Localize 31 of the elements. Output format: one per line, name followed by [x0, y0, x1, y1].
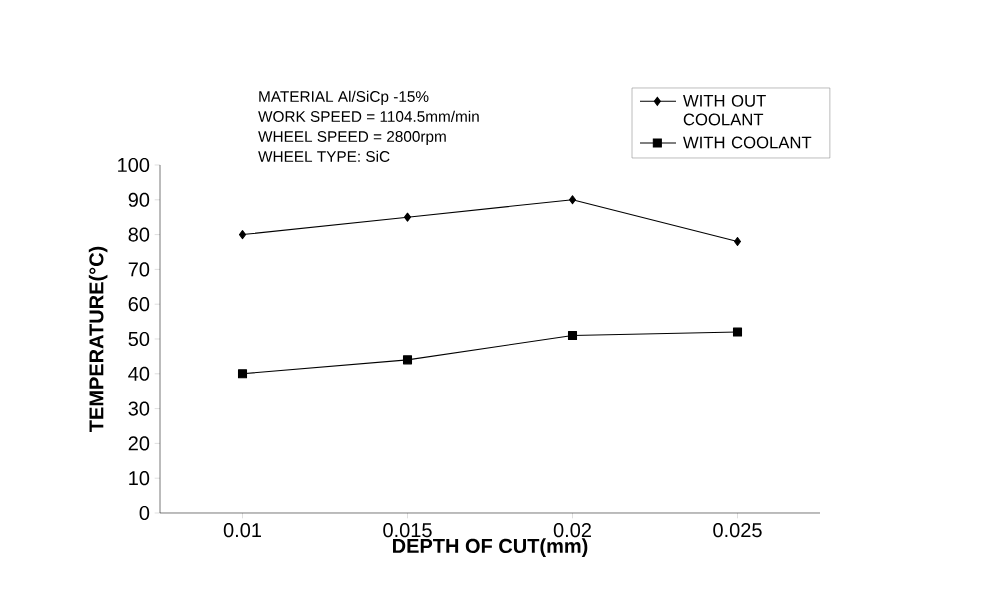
x-tick-label: 0.025: [713, 523, 762, 538]
point: [733, 237, 742, 247]
x-tick-label: 0.02: [553, 523, 591, 538]
legend-label: WITH COOLANT: [683, 136, 812, 149]
text: WHEEL TYPE: SiC: [258, 150, 390, 162]
x-tick-label: 0.015: [383, 523, 432, 538]
y-tick-label: 10: [129, 471, 150, 486]
text: WORK SPEED = 1104.5mm/min: [258, 110, 479, 122]
point: [568, 195, 577, 205]
y-tick-label: 50: [128, 331, 150, 347]
y-tick-label: 30: [128, 401, 150, 416]
point: [567, 330, 578, 341]
point: [238, 230, 247, 240]
text: MATERIAL Al/SiCp -15%: [259, 90, 429, 105]
point: [402, 355, 413, 365]
y-tick-label: 70: [128, 262, 150, 277]
y-tick-label: 100: [118, 157, 150, 173]
y-tick-label: 20: [128, 436, 150, 451]
point: [237, 369, 248, 379]
y-tick-label: 80: [128, 227, 150, 242]
point: [403, 212, 412, 222]
x-axis-title: DEPTH OF CUT(mm): [393, 538, 588, 557]
y-tick-label: 0: [139, 505, 150, 521]
y-tick-label: 90: [128, 192, 150, 207]
y-axis-title: TEMPERATURE(°C): [88, 246, 108, 433]
y-tick-label: 40: [128, 366, 150, 381]
legend-label: WITH OUT COOLANT: [683, 94, 766, 126]
text: WHEEL SPEED = 2800rpm: [258, 131, 446, 145]
point: [732, 327, 743, 337]
y-tick-label: 60: [128, 297, 150, 312]
x-tick-label: 0.01: [223, 523, 261, 538]
